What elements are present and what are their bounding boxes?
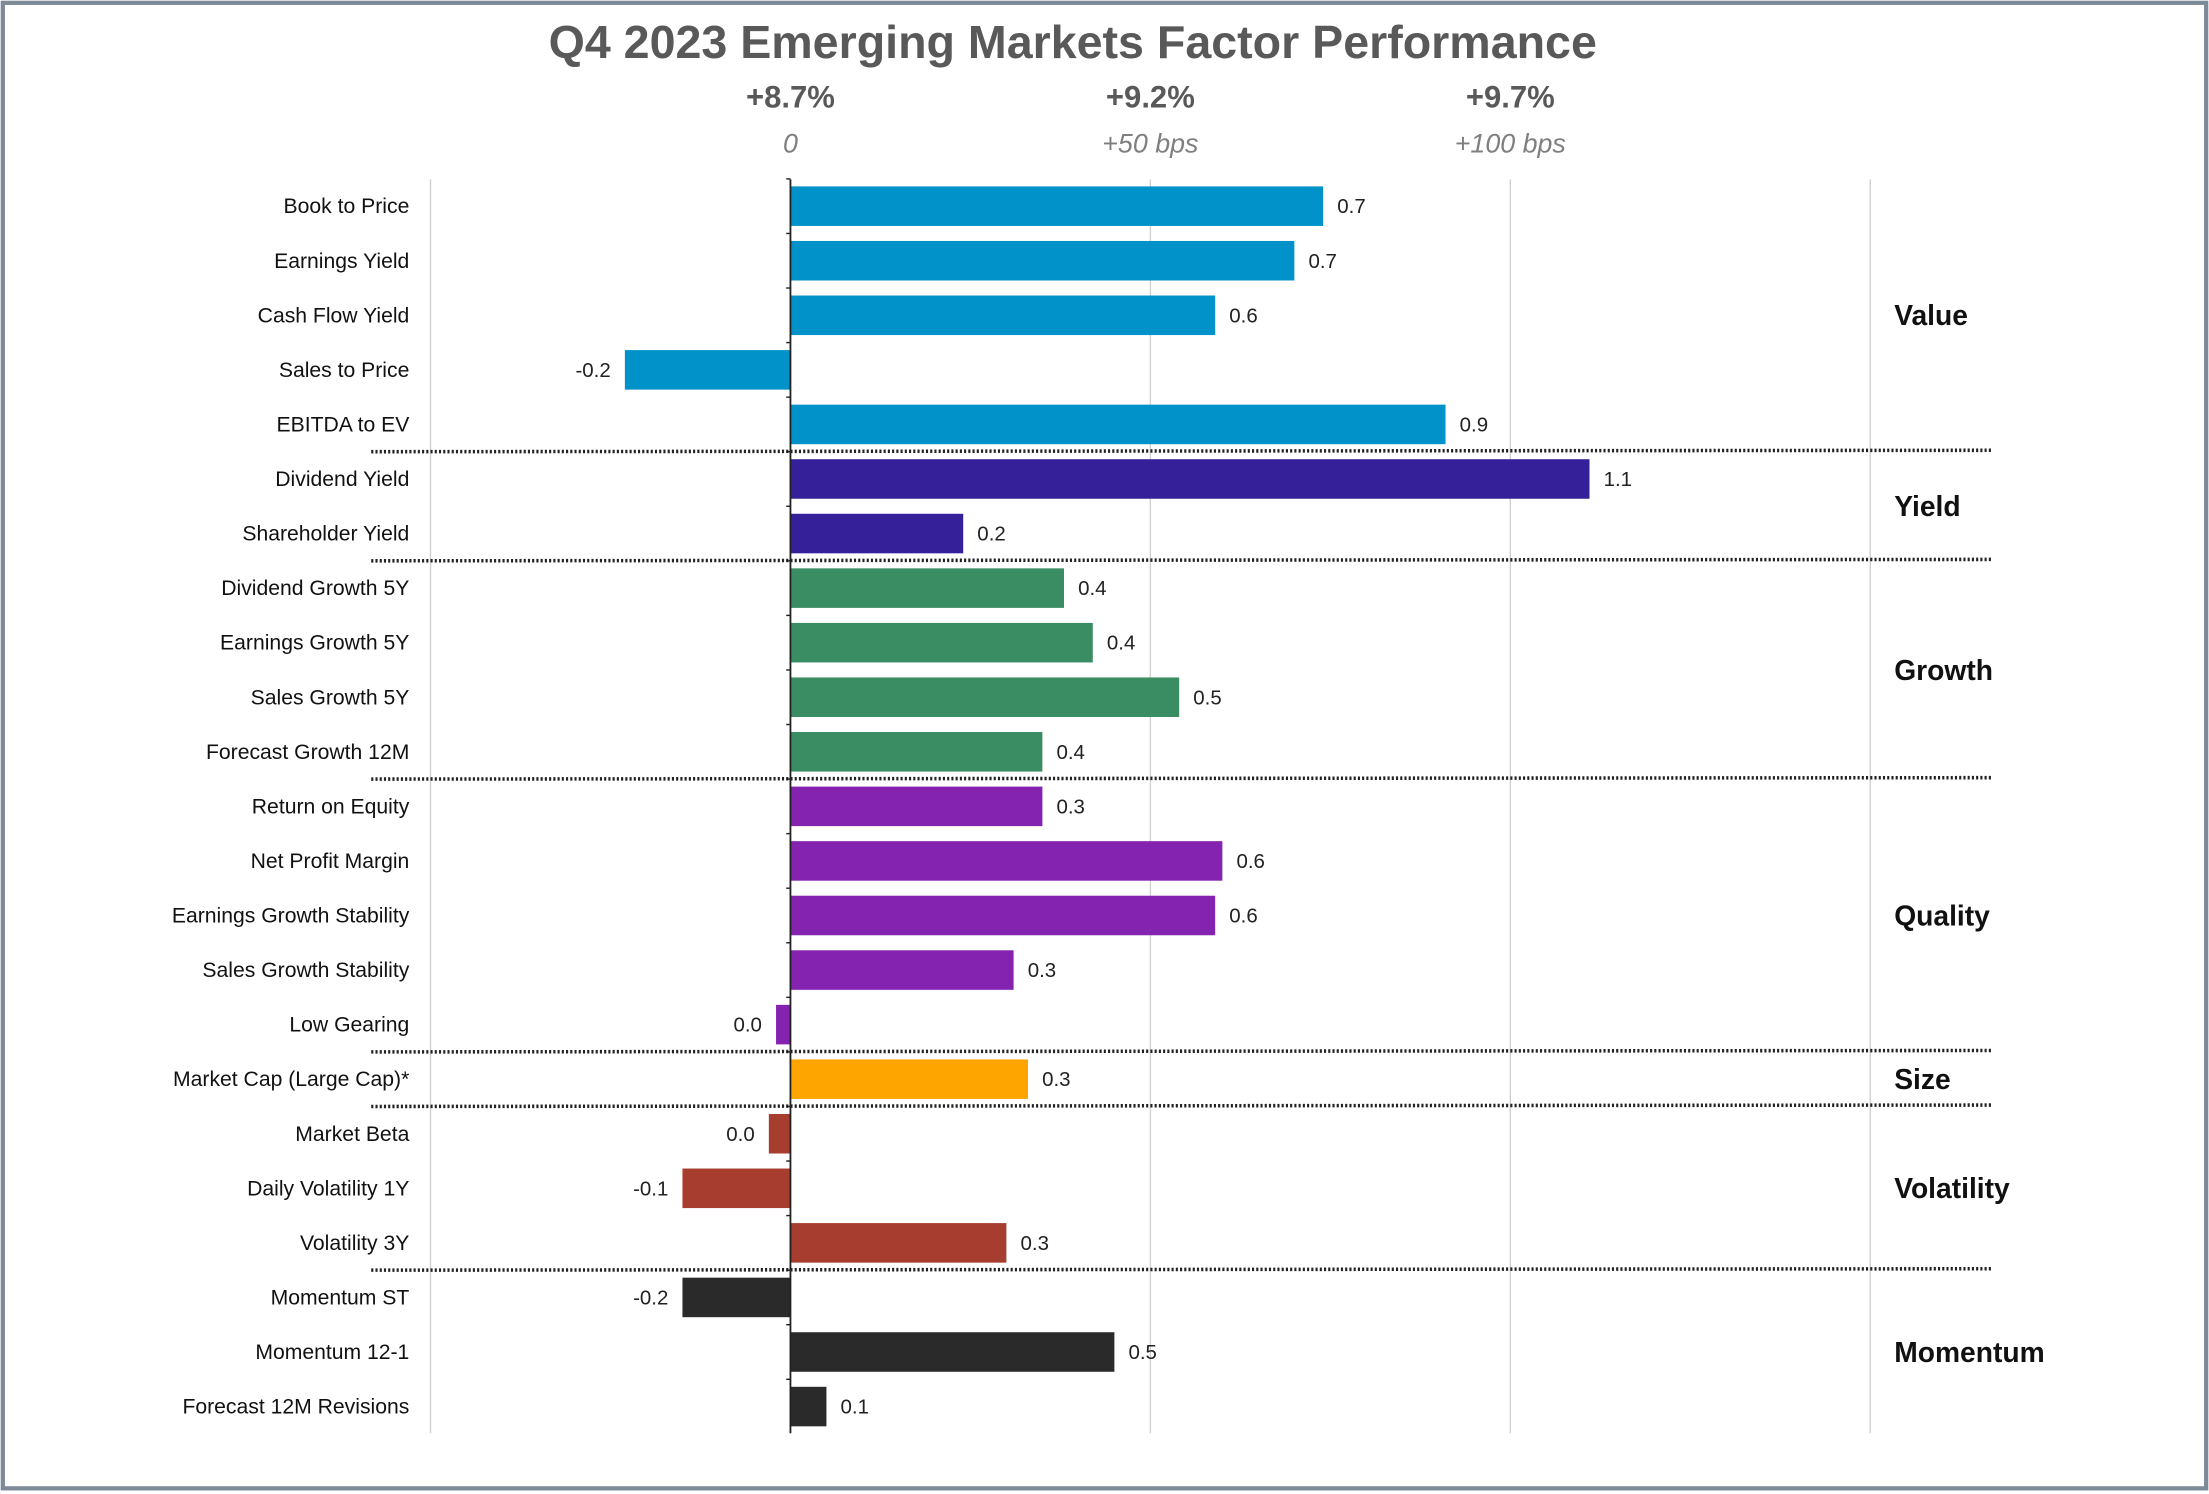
group-label: Growth	[1894, 654, 1993, 686]
category-label: Dividend Yield	[275, 468, 409, 491]
x-tick-top-label: +8.7%	[746, 79, 835, 114]
bar	[790, 841, 1223, 881]
data-label: 1.1	[1604, 468, 1632, 491]
group-separator	[371, 1048, 1994, 1054]
bar	[790, 1386, 827, 1427]
bar	[790, 240, 1295, 281]
bar	[790, 1223, 1007, 1263]
category-label: Earnings Yield	[274, 250, 409, 273]
category-label: EBITDA to EV	[276, 413, 410, 436]
category-label: Sales Growth Stability	[202, 959, 409, 982]
chart-title: Q4 2023 Emerging Markets Factor Performa…	[549, 16, 1597, 68]
data-label: 0.6	[1229, 304, 1257, 327]
category-label: Sales Growth 5Y	[251, 686, 410, 709]
data-label: -0.1	[633, 1177, 668, 1200]
data-label: 0.1	[841, 1396, 869, 1419]
data-label: 0.9	[1460, 413, 1488, 436]
category-label: Book to Price	[284, 195, 410, 218]
category-label: Cash Flow Yield	[258, 304, 410, 327]
bar	[790, 186, 1324, 226]
category-label: Earnings Growth 5Y	[220, 632, 409, 655]
bar	[790, 677, 1180, 718]
x-tick-sub-label: 0	[783, 129, 798, 159]
category-label: Low Gearing	[289, 1014, 409, 1037]
category-label: Momentum 12-1	[255, 1341, 409, 1364]
category-label: Sales to Price	[279, 359, 410, 382]
group-label: Size	[1894, 1063, 1950, 1095]
bar	[790, 1059, 1028, 1099]
data-label: -0.2	[633, 1286, 668, 1309]
x-tick-sub-label: +50 bps	[1102, 129, 1198, 159]
bar	[790, 622, 1093, 663]
data-label: 0.3	[1021, 1232, 1049, 1255]
bar	[624, 350, 791, 390]
category-label: Earnings Growth Stability	[172, 905, 410, 928]
bar	[790, 568, 1064, 608]
data-label: 0.5	[1193, 686, 1221, 709]
category-label: Dividend Growth 5Y	[221, 577, 409, 600]
group-separator	[371, 1103, 1994, 1109]
category-label: Momentum ST	[271, 1286, 410, 1309]
bar	[790, 295, 1216, 336]
bar	[790, 513, 964, 554]
data-label: 0.6	[1229, 905, 1257, 928]
data-label: 0.3	[1057, 795, 1085, 818]
bar	[682, 1168, 791, 1209]
data-label: 0.3	[1042, 1068, 1070, 1091]
category-label: Return on Equity	[252, 795, 410, 818]
category-label: Forecast Growth 12M	[206, 741, 409, 764]
data-label: 0.0	[733, 1014, 761, 1037]
data-label: 0.6	[1236, 850, 1264, 873]
group-separator	[371, 557, 1994, 563]
group-label: Yield	[1894, 490, 1960, 522]
group-separator	[371, 448, 1994, 454]
bar	[682, 1277, 791, 1318]
bar	[790, 404, 1446, 445]
bar	[790, 1332, 1115, 1372]
data-label: 0.7	[1337, 195, 1365, 218]
data-label: 0.5	[1128, 1341, 1156, 1364]
data-label: -0.2	[575, 359, 610, 382]
bar	[790, 950, 1014, 990]
category-label: Net Profit Margin	[251, 850, 410, 873]
category-label: Daily Volatility 1Y	[247, 1177, 409, 1200]
category-label: Volatility 3Y	[300, 1232, 409, 1255]
group-label: Quality	[1894, 899, 1990, 931]
x-tick-top-label: +9.7%	[1466, 79, 1555, 114]
category-label: Market Cap (Large Cap)*	[173, 1068, 409, 1091]
data-label: 0.7	[1308, 250, 1336, 273]
group-separator	[371, 775, 1994, 781]
category-label: Shareholder Yield	[242, 523, 409, 546]
data-label: 0.2	[977, 523, 1005, 546]
bar	[790, 895, 1216, 936]
bar	[768, 1113, 791, 1154]
category-label: Market Beta	[295, 1123, 409, 1146]
group-label: Momentum	[1894, 1336, 2044, 1368]
x-tick-top-label: +9.2%	[1106, 79, 1195, 114]
bar	[776, 1004, 791, 1045]
bar	[790, 732, 1043, 772]
data-label: 0.4	[1057, 741, 1085, 764]
data-label: 0.4	[1078, 577, 1106, 600]
data-label: 0.3	[1028, 959, 1056, 982]
data-label: 0.4	[1107, 632, 1135, 655]
data-label: 0.0	[726, 1123, 754, 1146]
group-label: Value	[1894, 299, 1968, 331]
bar	[790, 786, 1043, 827]
group-separator	[371, 1266, 1994, 1272]
x-tick-sub-label: +100 bps	[1455, 129, 1566, 159]
group-label: Volatility	[1894, 1172, 2010, 1204]
bar	[790, 459, 1590, 499]
category-label: Forecast 12M Revisions	[182, 1396, 409, 1419]
